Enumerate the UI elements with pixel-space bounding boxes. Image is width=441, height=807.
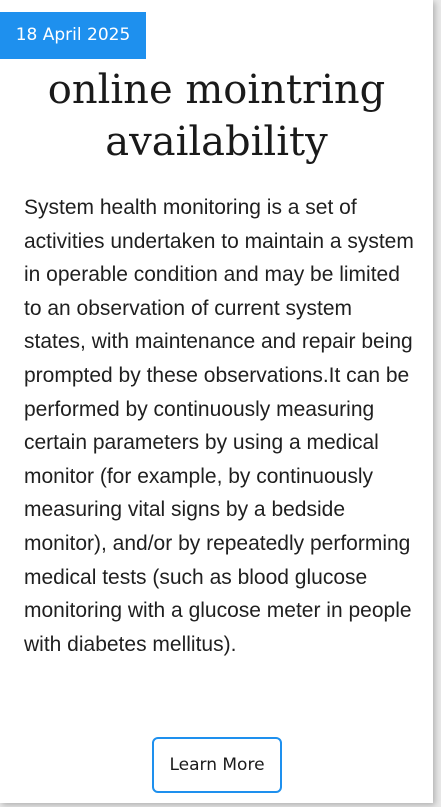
article-card: 18 April 2025 online mointring availabil… <box>0 0 433 803</box>
date-badge: 18 April 2025 <box>0 12 146 59</box>
card-description: System health monitoring is a set of act… <box>24 196 414 656</box>
card-title-line-1: online mointring <box>47 67 386 113</box>
card-title: online mointring availability <box>0 64 433 168</box>
learn-more-button[interactable]: Learn More <box>152 737 282 793</box>
card-title-line-2: availability <box>105 119 328 165</box>
